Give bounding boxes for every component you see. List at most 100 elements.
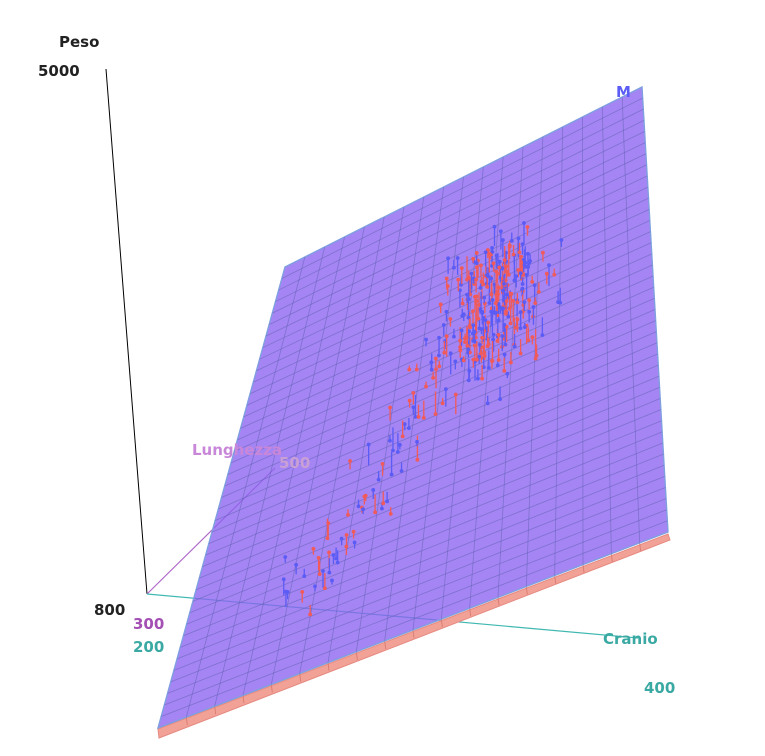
scatter-point-334: [518, 319, 523, 331]
scatter-point-245: [490, 340, 495, 363]
point-marker: [465, 277, 469, 282]
point-marker: [406, 426, 411, 431]
scatter-point-337: [487, 251, 492, 273]
scatter-point-348: [501, 306, 505, 332]
scatter-point-195: [453, 392, 458, 415]
scatter-point-3: [348, 459, 352, 470]
point-marker: [316, 555, 321, 560]
scatter-point-141: [472, 343, 477, 360]
scatter-point-28: [516, 236, 521, 258]
point-marker: [461, 358, 466, 363]
z-axis-label: Peso: [59, 33, 99, 51]
scatter-point-248: [512, 334, 517, 349]
point-marker: [415, 439, 419, 444]
point-marker: [477, 342, 482, 347]
point-marker: [533, 356, 538, 361]
point-marker: [486, 366, 491, 370]
scatter-point-261: [515, 292, 520, 305]
scatter-point-114: [467, 329, 471, 347]
point-marker: [512, 278, 517, 283]
point-marker: [556, 300, 561, 305]
point-marker: [363, 493, 368, 498]
grid-line: [621, 96, 641, 543]
scatter-point-53: [438, 302, 443, 313]
scatter-point-61: [416, 404, 421, 419]
point-marker: [496, 318, 501, 323]
scatter-point-356: [520, 286, 525, 295]
point-marker: [528, 259, 533, 263]
point-marker: [530, 280, 535, 284]
scatter-point-45: [506, 243, 511, 277]
point-marker: [334, 556, 339, 561]
point-marker: [518, 310, 523, 315]
grid-line: [525, 136, 544, 587]
scatter-point-260: [466, 347, 471, 358]
scatter-point-304: [522, 300, 527, 311]
point-marker: [525, 251, 530, 256]
point-marker: [518, 326, 523, 331]
scatter-point-256: [459, 328, 464, 346]
scatter-point-31: [526, 327, 531, 343]
scatter-point-303: [471, 256, 476, 263]
point-marker: [532, 283, 537, 288]
grid-line: [214, 246, 326, 707]
point-marker: [479, 263, 483, 268]
point-marker: [459, 328, 464, 333]
point-marker: [466, 297, 471, 302]
point-marker: [388, 405, 392, 410]
point-marker: [361, 507, 365, 512]
scatter-point-228: [512, 257, 517, 283]
point-marker: [517, 250, 522, 255]
point-marker: [495, 271, 500, 276]
scatter-point-295: [458, 338, 463, 348]
point-marker: [397, 442, 402, 447]
point-marker: [507, 244, 512, 249]
scatter-point-235: [326, 521, 331, 539]
point-marker: [489, 292, 494, 297]
scatter-point-343: [459, 266, 464, 285]
scatter-point-316: [486, 350, 491, 370]
scatter-point-305: [485, 278, 490, 289]
scatter-point-217: [424, 381, 428, 389]
scatter-point-268: [451, 259, 456, 270]
point-marker: [489, 276, 494, 281]
scatter-point-240: [498, 386, 502, 402]
scatter-point-13: [380, 461, 385, 476]
scatter-point-5: [308, 604, 313, 617]
point-marker: [496, 358, 501, 362]
point-marker: [480, 376, 484, 381]
point-marker: [526, 264, 531, 269]
scatter-point-244: [520, 277, 525, 286]
point-marker: [356, 504, 361, 509]
scatter-point-219: [480, 364, 484, 381]
point-marker: [415, 457, 420, 462]
point-marker: [498, 229, 503, 234]
scatter-point-340: [490, 298, 495, 317]
scatter-point-151: [433, 356, 438, 371]
y-tick-min: 300: [133, 615, 164, 633]
point-marker: [335, 560, 340, 565]
grid-line: [610, 553, 613, 562]
scatter-point-321: [480, 335, 485, 345]
point-marker: [520, 286, 525, 291]
scatter-point-66: [389, 452, 394, 477]
point-marker: [479, 279, 484, 284]
scatter-point-168: [492, 224, 497, 247]
scatter-point-157: [508, 351, 513, 365]
scatter-point-332: [443, 387, 448, 407]
point-marker: [485, 401, 490, 406]
scatter-point-299: [316, 555, 321, 571]
point-marker: [508, 321, 513, 326]
point-marker: [407, 367, 412, 372]
scatter-point-189: [479, 276, 484, 284]
scatter-point-148: [477, 354, 482, 364]
point-marker: [469, 271, 474, 276]
scatter-point-211: [489, 283, 494, 297]
scatter-point-182: [531, 305, 536, 325]
point-marker: [437, 364, 442, 369]
point-marker: [471, 357, 476, 362]
point-marker: [381, 501, 386, 506]
point-marker: [540, 333, 545, 338]
point-marker: [474, 277, 479, 282]
scatter-point-203: [442, 340, 447, 355]
